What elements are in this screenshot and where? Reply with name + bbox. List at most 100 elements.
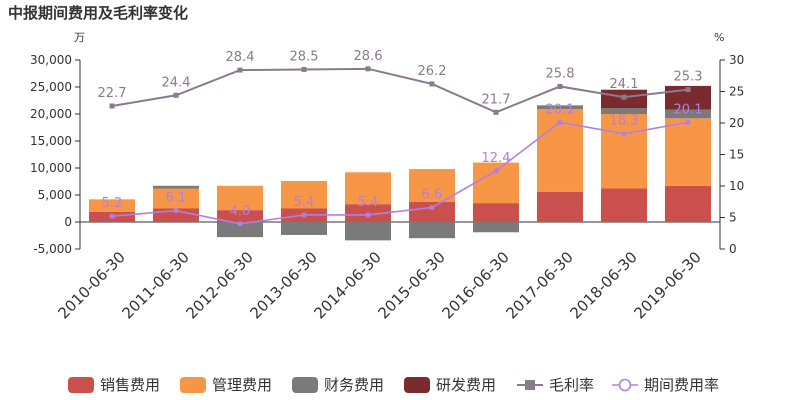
right-tick-label: 10	[729, 179, 744, 193]
bar-segment	[473, 203, 519, 222]
bar-segment	[601, 114, 647, 189]
data-point	[173, 207, 179, 214]
legend-swatch	[180, 377, 206, 393]
bar-segment	[153, 188, 199, 209]
right-axis-unit: %	[714, 31, 724, 44]
x-tick-label: 2016-06-30	[438, 248, 512, 322]
data-label: 5.4	[358, 195, 379, 210]
legend-item[interactable]: 财务费用	[292, 376, 384, 394]
legend-swatch	[68, 377, 94, 393]
left-tick-label: 0	[64, 215, 72, 229]
data-point	[621, 131, 627, 137]
legend-swatch	[404, 377, 430, 393]
left-tick-label: 25,000	[30, 80, 72, 94]
data-point	[429, 204, 435, 211]
bar-segment	[89, 199, 135, 212]
data-point	[365, 66, 371, 72]
bar-segment	[665, 185, 711, 222]
bar-segment	[217, 210, 263, 222]
data-label: 28.6	[354, 49, 383, 64]
data-label: 6.6	[422, 187, 443, 202]
bar-segment	[281, 222, 327, 235]
bar-segment	[537, 191, 583, 222]
data-label: 20.1	[546, 102, 575, 117]
legend[interactable]: 销售费用 管理费用 财务费用 研发费用 毛利率 期间费用率	[68, 376, 719, 394]
left-tick-label: 15,000	[30, 134, 72, 148]
data-point	[493, 109, 499, 115]
legend-label: 期间费用率	[644, 376, 719, 394]
x-tick-label: 2014-06-30	[310, 248, 384, 322]
x-axis-ticks: 2010-06-302011-06-302012-06-302013-06-30…	[54, 248, 704, 322]
legend-marker	[525, 380, 535, 390]
data-point	[685, 87, 691, 93]
legend-label: 财务费用	[324, 376, 384, 394]
data-point	[301, 66, 307, 72]
x-tick-label: 2018-06-30	[566, 248, 640, 322]
bar-segment	[409, 222, 455, 239]
bar-segment	[345, 222, 391, 241]
bar-segment	[153, 185, 199, 189]
data-point	[237, 67, 243, 73]
x-tick-label: 2010-06-30	[54, 248, 128, 322]
bar-segment	[601, 108, 647, 114]
data-label: 18.3	[610, 114, 639, 129]
right-tick-label: 5	[729, 211, 737, 225]
data-point	[109, 103, 115, 109]
bar-segment	[473, 222, 519, 233]
data-point	[685, 119, 691, 125]
data-point	[365, 212, 371, 218]
data-point	[557, 119, 563, 125]
data-label: 26.2	[418, 64, 447, 79]
bar-segment	[217, 222, 263, 238]
lines: 22.7 24.4 28.4 28.5 28.6 26.2 21.7 25.8 24.1 25.3…	[98, 49, 703, 227]
bar-segment	[217, 185, 263, 211]
right-tick-label: 30	[729, 53, 744, 67]
right-tick-label: 25	[729, 85, 744, 99]
data-label: 20.1	[674, 102, 703, 117]
x-tick-label: 2013-06-30	[246, 248, 320, 322]
data-point	[173, 92, 179, 98]
data-point	[557, 83, 563, 89]
legend-marker	[618, 378, 632, 392]
bar-segment	[665, 118, 711, 186]
right-tick-label: 20	[729, 116, 744, 130]
x-tick-label: 2015-06-30	[374, 248, 448, 322]
legend-label: 研发费用	[436, 376, 496, 394]
legend-item[interactable]: 管理费用	[180, 376, 272, 394]
data-label: 28.4	[226, 50, 255, 65]
data-label: 4.0	[230, 204, 251, 219]
data-label: 28.5	[290, 49, 319, 64]
data-point	[301, 212, 307, 218]
left-tick-label: -5,000	[33, 242, 72, 256]
data-point	[493, 168, 499, 174]
bar-segment	[409, 169, 455, 203]
bar-segment	[601, 188, 647, 222]
right-tick-label: 0	[729, 242, 737, 256]
bars	[89, 85, 711, 241]
data-label: 25.3	[674, 70, 703, 85]
left-tick-label: 20,000	[30, 107, 72, 121]
legend-item[interactable]: 销售费用	[68, 376, 160, 394]
left-tick-label: 5,000	[38, 188, 72, 202]
data-label: 21.7	[482, 92, 511, 107]
left-axis-unit: 万	[74, 31, 85, 44]
data-label: 24.4	[162, 75, 191, 90]
legend-item[interactable]: 研发费用	[404, 376, 496, 394]
bar-segment	[281, 180, 327, 209]
x-tick-label: 2019-06-30	[630, 248, 704, 322]
data-point	[429, 81, 435, 87]
data-label: 5.2	[102, 196, 123, 211]
data-label: 6.1	[166, 191, 187, 206]
legend-item[interactable]: 毛利率	[517, 376, 594, 394]
legend-swatch	[292, 377, 318, 393]
chart-title: 中报期间费用及毛利率变化	[8, 4, 188, 22]
x-tick-label: 2017-06-30	[502, 248, 576, 322]
data-label: 24.1	[610, 77, 639, 92]
data-label: 12.4	[482, 151, 511, 166]
series-line	[111, 121, 689, 225]
data-point	[621, 94, 627, 100]
x-tick-label: 2011-06-30	[118, 248, 192, 322]
legend-label: 管理费用	[212, 376, 272, 394]
left-tick-label: 10,000	[30, 161, 72, 175]
legend-item[interactable]: 期间费用率	[612, 376, 719, 394]
